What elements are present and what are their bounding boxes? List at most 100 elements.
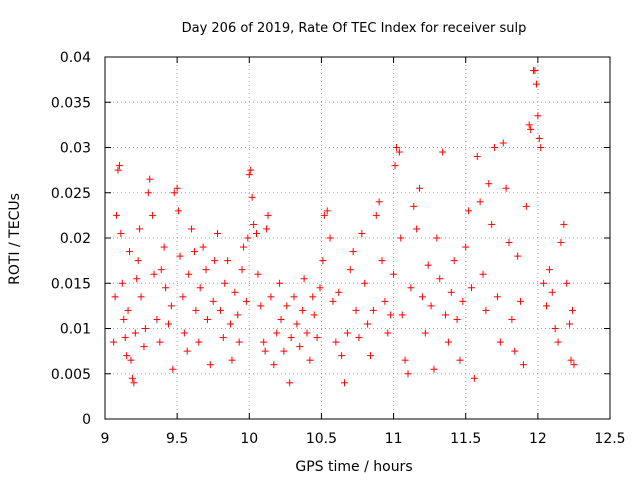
data-point — [545, 266, 553, 274]
data-point — [283, 302, 291, 310]
x-tick-label: 9.5 — [166, 431, 188, 447]
data-point — [240, 243, 248, 251]
data-point — [120, 315, 128, 323]
data-point — [206, 361, 214, 369]
data-point — [144, 189, 152, 197]
data-point — [248, 193, 256, 201]
data-point — [439, 148, 447, 156]
data-point — [136, 225, 144, 233]
data-point — [534, 112, 542, 120]
data-point — [527, 125, 535, 133]
data-point — [247, 166, 255, 174]
y-tick-label: 0 — [82, 412, 91, 428]
data-point — [508, 315, 516, 323]
data-point — [372, 211, 380, 219]
data-point — [338, 352, 346, 360]
y-tick-label: 0.01 — [60, 322, 91, 338]
data-point — [114, 166, 122, 174]
x-tick-label: 9 — [101, 431, 110, 447]
data-point — [150, 270, 158, 278]
plot-frame — [104, 56, 611, 420]
data-point — [126, 248, 134, 256]
data-point — [235, 338, 243, 346]
data-point — [273, 329, 281, 337]
data-point — [335, 288, 343, 296]
data-point — [190, 248, 198, 256]
data-point — [424, 261, 432, 269]
data-point — [219, 334, 227, 342]
grid-lines — [105, 57, 610, 419]
data-point — [270, 361, 278, 369]
data-point — [286, 379, 294, 387]
data-point — [263, 225, 271, 233]
data-point — [280, 347, 288, 355]
data-point — [160, 243, 168, 251]
data-point — [306, 356, 314, 364]
data-point — [117, 229, 125, 237]
data-point — [404, 370, 412, 378]
data-point — [567, 356, 575, 364]
data-point — [341, 379, 349, 387]
data-point — [540, 279, 548, 287]
data-point — [390, 270, 398, 278]
y-tick-label: 0.015 — [51, 276, 91, 292]
data-point — [427, 302, 435, 310]
data-point — [131, 329, 139, 337]
data-point — [162, 284, 170, 292]
data-point — [519, 361, 527, 369]
data-point — [410, 202, 418, 210]
data-point — [149, 211, 157, 219]
data-point — [121, 334, 129, 342]
data-point — [479, 270, 487, 278]
data-point — [395, 148, 403, 156]
data-point — [320, 211, 328, 219]
data-point — [535, 134, 543, 142]
data-point — [332, 338, 340, 346]
data-point — [118, 279, 126, 287]
x-tick-label: 11 — [385, 431, 403, 447]
data-point — [221, 279, 229, 287]
data-point — [137, 293, 145, 301]
x-tick-label: 12.5 — [594, 431, 625, 447]
data-points — [110, 67, 578, 387]
data-point — [430, 365, 438, 373]
y-tick-label: 0.04 — [60, 50, 91, 66]
data-point — [485, 180, 493, 188]
y-tick-label: 0.02 — [60, 231, 91, 247]
data-point — [110, 338, 118, 346]
data-point — [560, 220, 568, 228]
data-point — [188, 225, 196, 233]
data-point — [276, 279, 284, 287]
data-point — [505, 239, 513, 247]
data-point — [140, 343, 148, 351]
data-point — [364, 320, 372, 328]
data-point — [250, 220, 258, 228]
data-point — [517, 297, 525, 305]
data-point — [309, 293, 317, 301]
data-point — [146, 175, 154, 183]
data-point — [211, 257, 219, 265]
data-point — [299, 306, 307, 314]
data-point — [216, 306, 224, 314]
data-point — [260, 338, 268, 346]
data-point — [476, 198, 484, 206]
data-point — [511, 347, 519, 355]
data-point — [557, 239, 565, 247]
data-point — [375, 198, 383, 206]
data-point — [195, 338, 203, 346]
data-point — [444, 338, 452, 346]
data-point — [267, 293, 275, 301]
data-point — [462, 243, 470, 251]
data-point — [134, 257, 142, 265]
data-point — [170, 189, 178, 197]
data-point — [418, 293, 426, 301]
data-point — [111, 293, 119, 301]
data-point — [391, 162, 399, 170]
data-point — [238, 266, 246, 274]
data-point — [482, 306, 490, 314]
data-point — [254, 270, 262, 278]
data-point — [473, 153, 481, 161]
data-point — [141, 325, 149, 332]
data-point — [264, 211, 272, 219]
